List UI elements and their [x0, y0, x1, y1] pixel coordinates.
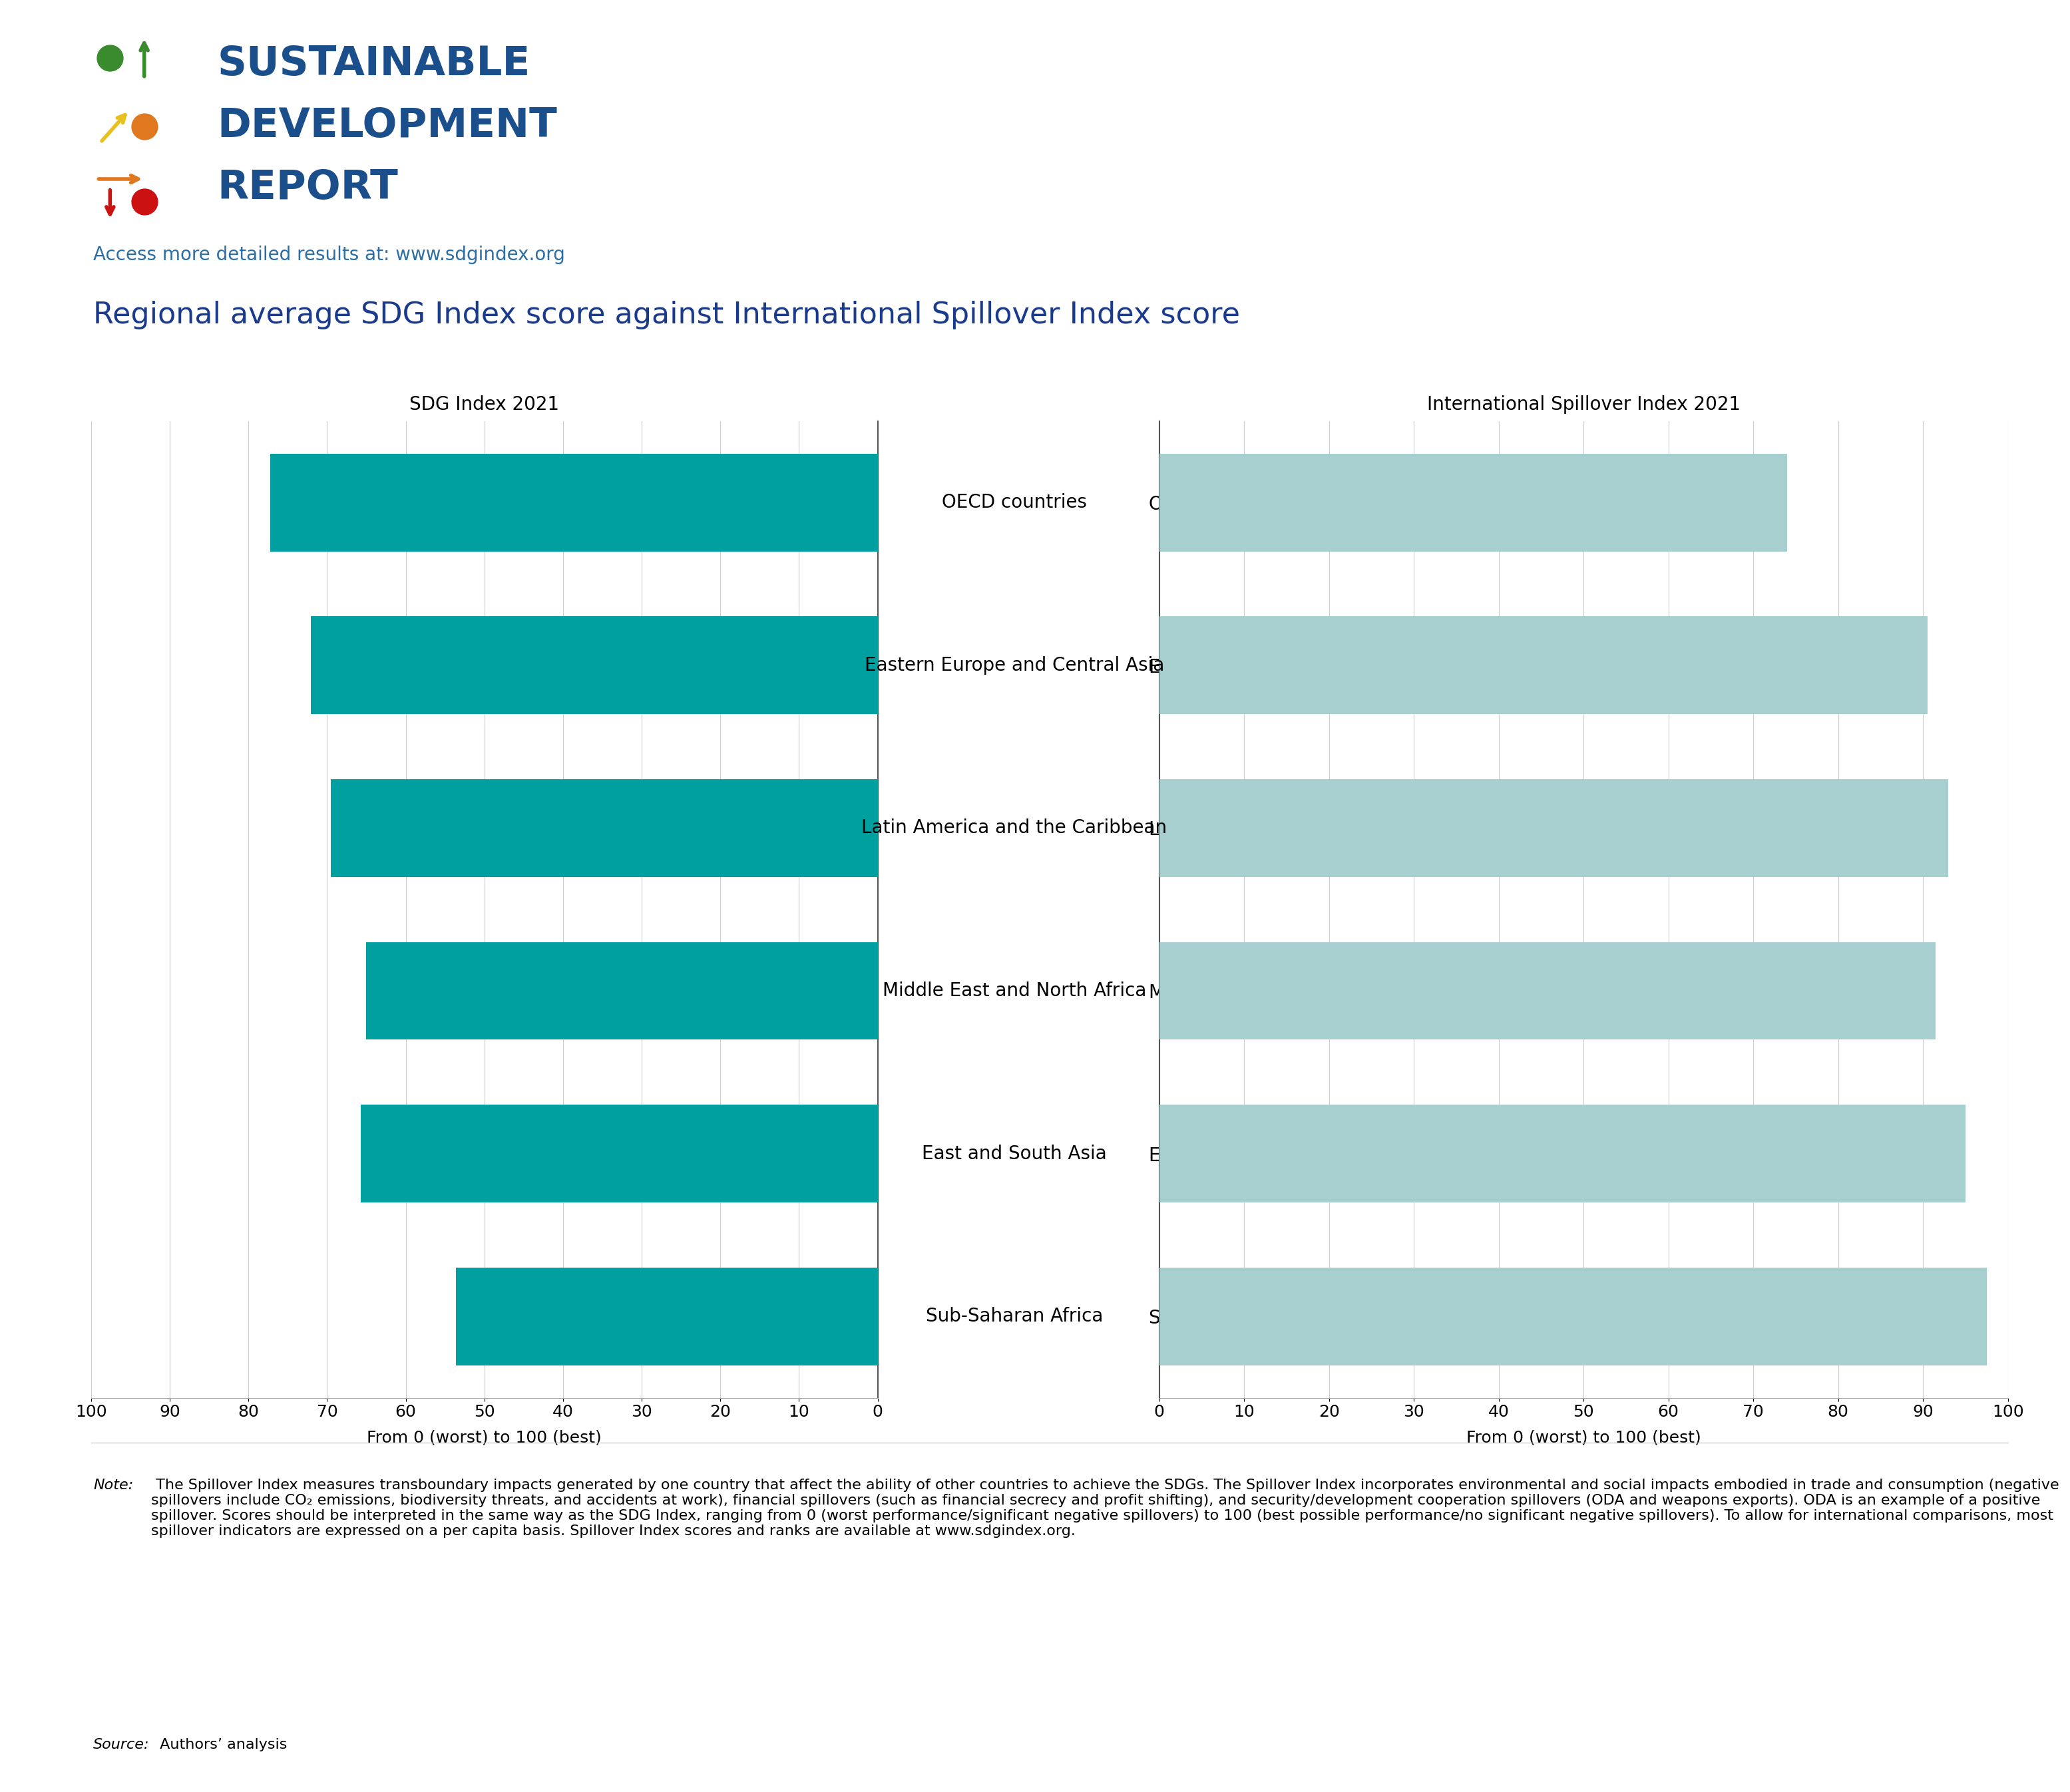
X-axis label: From 0 (worst) to 100 (best): From 0 (worst) to 100 (best) — [366, 1430, 602, 1446]
Bar — [366, 943, 878, 1039]
Bar — [360, 1104, 878, 1202]
Bar — [1159, 453, 1786, 552]
Text: DEVELOPMENT: DEVELOPMENT — [217, 108, 557, 145]
Bar — [1159, 1267, 1987, 1366]
Bar — [331, 780, 878, 876]
Title: SDG Index 2021: SDG Index 2021 — [410, 396, 559, 414]
Text: Latin America and the Caribbean: Latin America and the Caribbean — [861, 819, 1167, 837]
Text: Source:: Source: — [93, 1738, 149, 1751]
Bar — [310, 616, 878, 713]
Text: Sub-Saharan Africa: Sub-Saharan Africa — [925, 1306, 1103, 1326]
Text: Regional average SDG Index score against International Spillover Index score: Regional average SDG Index score against… — [93, 301, 1240, 330]
Text: SUSTAINABLE: SUSTAINABLE — [217, 45, 530, 84]
Text: Note:: Note: — [93, 1478, 132, 1491]
Bar — [271, 453, 878, 552]
Bar — [1159, 780, 1948, 876]
X-axis label: From 0 (worst) to 100 (best): From 0 (worst) to 100 (best) — [1466, 1430, 1702, 1446]
Bar — [1159, 1104, 1964, 1202]
Text: REPORT: REPORT — [217, 168, 397, 208]
Text: Eastern Europe and Central Asia: Eastern Europe and Central Asia — [865, 656, 1163, 674]
Bar — [1159, 943, 1935, 1039]
Text: Middle East and North Africa: Middle East and North Africa — [882, 982, 1147, 1000]
Title: International Spillover Index 2021: International Spillover Index 2021 — [1426, 396, 1741, 414]
Text: East and South Asia: East and South Asia — [921, 1145, 1107, 1163]
Text: Authors’ analysis: Authors’ analysis — [155, 1738, 288, 1751]
Text: Access more detailed results at: www.sdgindex.org: Access more detailed results at: www.sdg… — [93, 246, 565, 263]
Text: OECD countries: OECD countries — [942, 493, 1087, 513]
Bar — [455, 1267, 878, 1366]
Text: The Spillover Index measures transboundary impacts generated by one country that: The Spillover Index measures transbounda… — [151, 1478, 2060, 1538]
Bar — [1159, 616, 1927, 713]
